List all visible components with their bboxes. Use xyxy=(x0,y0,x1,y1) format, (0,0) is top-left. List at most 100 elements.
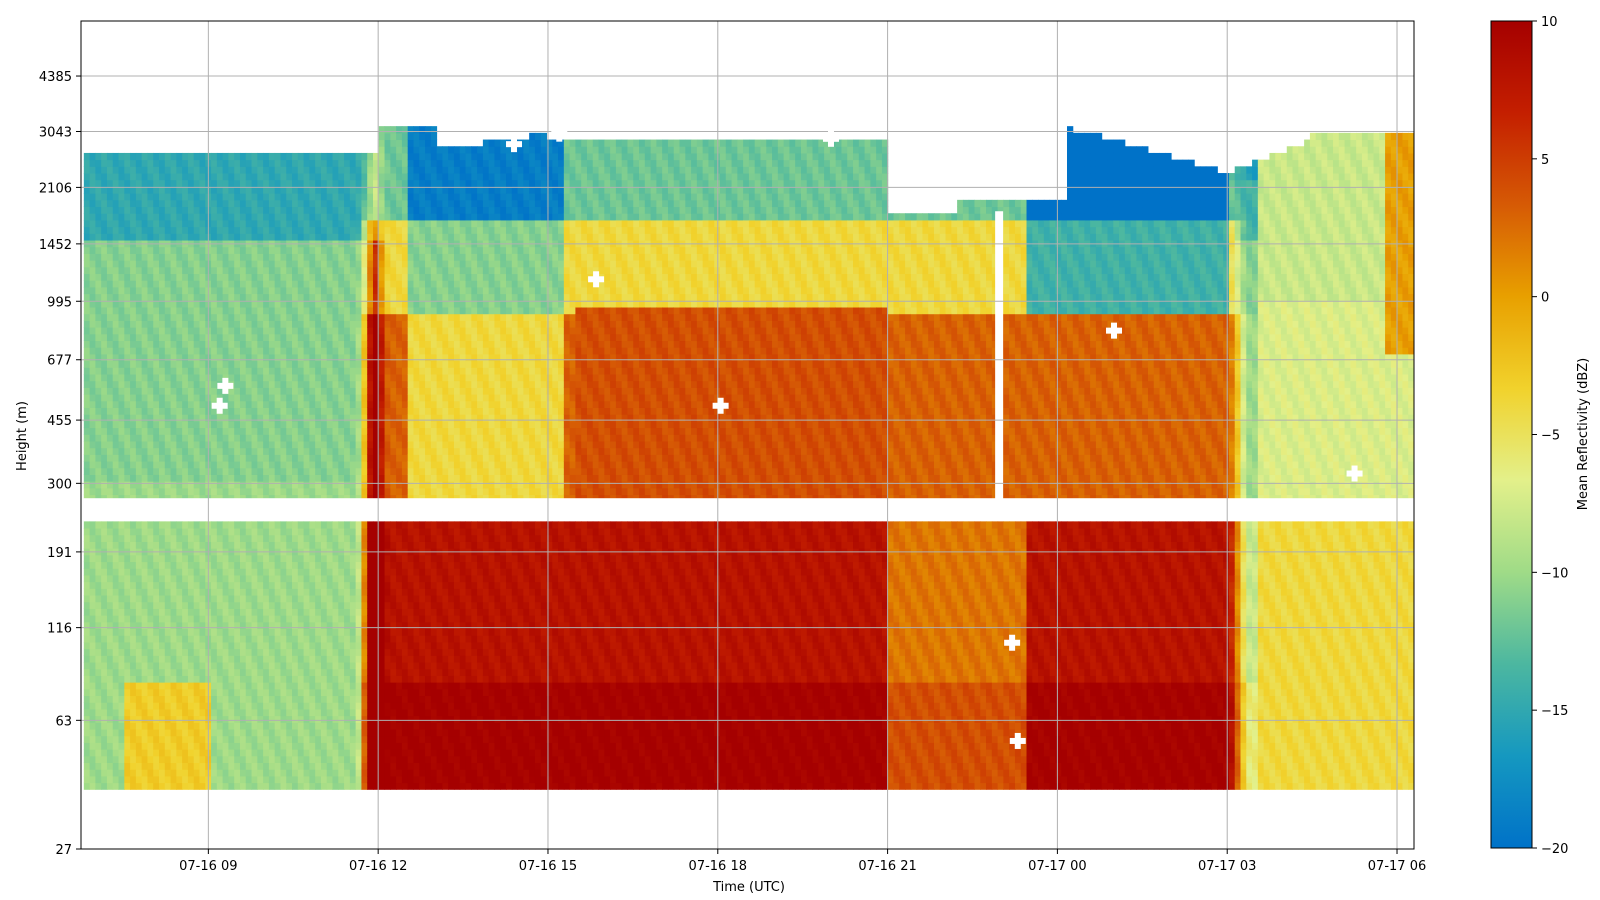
heatmap-cell xyxy=(165,689,171,696)
heatmap-cell xyxy=(182,481,188,488)
heatmap-cell xyxy=(171,736,177,743)
heatmap-cell xyxy=(113,387,119,394)
heatmap-cell xyxy=(182,575,188,582)
heatmap-cell xyxy=(90,682,96,689)
heatmap-cell xyxy=(171,227,177,234)
heatmap-cell xyxy=(171,387,177,394)
heatmap-cell xyxy=(84,153,90,160)
heatmap-cell xyxy=(84,763,90,770)
heatmap-cell xyxy=(101,294,107,301)
heatmap-cell xyxy=(95,608,101,615)
heatmap-cell xyxy=(84,588,90,595)
heatmap-cell xyxy=(84,374,90,381)
heatmap-cell xyxy=(153,441,159,448)
heatmap-cell xyxy=(124,307,130,314)
heatmap-cell xyxy=(153,314,159,321)
heatmap-cell xyxy=(107,448,113,455)
heatmap-cell xyxy=(113,595,119,602)
heatmap-cell xyxy=(176,535,182,542)
heatmap-cell xyxy=(84,595,90,602)
heatmap-cell xyxy=(124,160,130,167)
heatmap-cell xyxy=(101,213,107,220)
heatmap-cell xyxy=(84,407,90,414)
heatmap-cell xyxy=(130,347,136,354)
heatmap-cell xyxy=(171,776,177,783)
heatmap-cell xyxy=(130,294,136,301)
heatmap-cell xyxy=(130,173,136,180)
heatmap-cell xyxy=(142,521,148,528)
heatmap-cell xyxy=(95,649,101,656)
heatmap-cell xyxy=(95,582,101,589)
heatmap-cell xyxy=(124,334,130,341)
heatmap-cell xyxy=(101,763,107,770)
heatmap-cell xyxy=(153,629,159,636)
heatmap-cell xyxy=(107,736,113,743)
heatmap-cell xyxy=(107,582,113,589)
heatmap-cell xyxy=(147,314,153,321)
heatmap-cell xyxy=(101,327,107,334)
heatmap-cell xyxy=(182,608,188,615)
heatmap-cell xyxy=(171,649,177,656)
heatmap-cell xyxy=(159,749,165,756)
heatmap-cell xyxy=(176,608,182,615)
heatmap-cell xyxy=(119,521,125,528)
heatmap-cell xyxy=(90,267,96,274)
heatmap-cell xyxy=(101,608,107,615)
heatmap-cell xyxy=(101,374,107,381)
heatmap-cell xyxy=(136,441,142,448)
heatmap-cell xyxy=(176,716,182,723)
heatmap-cell xyxy=(113,588,119,595)
heatmap-cell xyxy=(124,200,130,207)
heatmap-cell xyxy=(153,468,159,475)
heatmap-cell xyxy=(84,474,90,481)
heatmap-cell xyxy=(113,193,119,200)
heatmap-cell xyxy=(90,454,96,461)
heatmap-cell xyxy=(153,528,159,535)
heatmap-cell xyxy=(142,220,148,227)
heatmap-cell xyxy=(165,213,171,220)
heatmap-cell xyxy=(153,742,159,749)
heatmap-cell xyxy=(90,227,96,234)
heatmap-cell xyxy=(165,481,171,488)
heatmap-cell xyxy=(90,334,96,341)
heatmap-cell xyxy=(124,582,130,589)
heatmap-cell xyxy=(95,334,101,341)
heatmap-cell xyxy=(147,280,153,287)
heatmap-cell xyxy=(113,662,119,669)
heatmap-cell xyxy=(136,220,142,227)
heatmap-cell xyxy=(147,602,153,609)
heatmap-cell xyxy=(136,468,142,475)
heatmap-cell xyxy=(101,287,107,294)
heatmap-cell xyxy=(119,441,125,448)
heatmap-cell xyxy=(113,763,119,770)
heatmap-cell xyxy=(84,716,90,723)
heatmap-cell xyxy=(90,374,96,381)
heatmap-cell xyxy=(159,220,165,227)
heatmap-cell xyxy=(113,160,119,167)
heatmap-cell xyxy=(95,160,101,167)
heatmap-cell xyxy=(176,749,182,756)
heatmap-cell xyxy=(101,314,107,321)
heatmap-cell xyxy=(153,320,159,327)
heatmap-cell xyxy=(153,783,159,790)
heatmap-cell xyxy=(130,776,136,783)
heatmap-cell xyxy=(119,474,125,481)
heatmap-cell xyxy=(124,776,130,783)
heatmap-cell xyxy=(101,675,107,682)
heatmap-cell xyxy=(165,474,171,481)
heatmap-cell xyxy=(147,769,153,776)
heatmap-cell xyxy=(136,729,142,736)
heatmap-cell xyxy=(159,320,165,327)
heatmap-cell xyxy=(153,575,159,582)
heatmap-cell xyxy=(90,635,96,642)
heatmap-cell xyxy=(107,562,113,569)
heatmap-cell xyxy=(142,649,148,656)
heatmap-cell xyxy=(107,220,113,227)
heatmap-cell xyxy=(101,595,107,602)
heatmap-cell xyxy=(113,381,119,388)
heatmap-cell xyxy=(113,173,119,180)
heatmap-cell xyxy=(136,407,142,414)
heatmap-cell xyxy=(124,233,130,240)
heatmap-cell xyxy=(119,649,125,656)
heatmap-cell xyxy=(136,421,142,428)
